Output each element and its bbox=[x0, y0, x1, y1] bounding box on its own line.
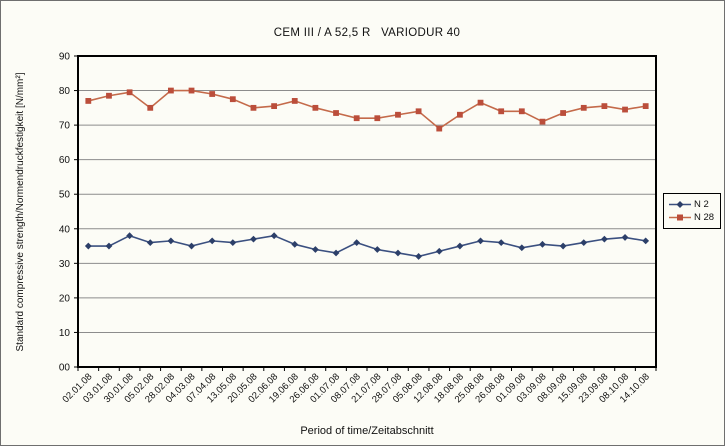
data-point-n28 bbox=[436, 125, 443, 132]
data-point-n2 bbox=[126, 232, 134, 240]
data-point-n2 bbox=[373, 246, 381, 253]
data-point-n2 bbox=[394, 249, 402, 257]
data-point-n2 bbox=[580, 239, 588, 246]
y-tick-label: 70 bbox=[59, 121, 71, 132]
data-point-n28 bbox=[106, 92, 112, 99]
y-tick-label: 60 bbox=[59, 155, 71, 166]
data-point-n28 bbox=[415, 108, 422, 115]
legend-label-n2: N 2 bbox=[694, 198, 709, 210]
data-point-n2 bbox=[559, 242, 567, 250]
data-point-n2 bbox=[208, 237, 216, 245]
y-tick-label: 00 bbox=[59, 363, 71, 374]
data-point-n28 bbox=[477, 99, 484, 106]
data-point-n28 bbox=[456, 111, 463, 118]
data-point-n28 bbox=[374, 115, 381, 122]
data-point-n2 bbox=[456, 242, 464, 250]
y-tick-label: 40 bbox=[59, 224, 71, 235]
data-point-n2 bbox=[518, 244, 526, 252]
data-point-n2 bbox=[146, 239, 154, 246]
data-point-n2 bbox=[167, 237, 175, 245]
data-point-n2 bbox=[642, 237, 650, 245]
data-point-n28 bbox=[147, 104, 154, 111]
data-point-n2 bbox=[311, 246, 319, 253]
legend-entry-n2: N 2 bbox=[668, 198, 718, 211]
plot-border bbox=[77, 55, 657, 368]
y-tick-label: 80 bbox=[59, 86, 71, 97]
data-point-n2 bbox=[270, 232, 278, 240]
data-point-n28 bbox=[126, 89, 133, 96]
data-point-n2 bbox=[539, 240, 546, 248]
y-tick-label: 20 bbox=[59, 293, 71, 304]
data-point-n28 bbox=[622, 106, 628, 113]
data-point-n28 bbox=[85, 98, 92, 104]
data-point-n28 bbox=[312, 104, 319, 111]
data-point-n28 bbox=[580, 104, 587, 111]
data-point-n28 bbox=[333, 110, 339, 116]
data-point-n2 bbox=[621, 234, 629, 241]
data-point-n28 bbox=[560, 110, 567, 116]
data-point-n28 bbox=[229, 96, 236, 103]
data-point-n2 bbox=[229, 239, 237, 246]
y-tick-label: 90 bbox=[59, 52, 71, 63]
data-point-n2 bbox=[84, 242, 92, 250]
y-tick-label: 10 bbox=[59, 328, 71, 339]
chart-title: CEM III / A 52,5 R VARIODUR 40 bbox=[273, 27, 461, 39]
data-point-n28 bbox=[518, 108, 525, 115]
data-point-n2 bbox=[415, 253, 423, 260]
data-point-n28 bbox=[353, 115, 360, 122]
data-point-n28 bbox=[271, 103, 278, 110]
data-point-n2 bbox=[435, 247, 443, 255]
data-point-n28 bbox=[642, 103, 649, 110]
data-point-n2 bbox=[291, 240, 299, 248]
legend-swatch-n28-icon bbox=[669, 214, 691, 221]
data-point-n28 bbox=[395, 111, 401, 118]
data-point-n28 bbox=[250, 104, 257, 111]
data-point-n2 bbox=[497, 239, 505, 246]
data-point-n2 bbox=[332, 249, 340, 257]
data-point-n2 bbox=[353, 239, 361, 246]
data-point-n2 bbox=[188, 242, 195, 250]
legend: N 2 N 28 bbox=[663, 193, 721, 229]
plot-background bbox=[78, 56, 656, 367]
legend-entry-n28: N 28 bbox=[668, 211, 718, 224]
data-point-n28 bbox=[291, 98, 298, 104]
data-point-n2 bbox=[600, 235, 608, 243]
y-tick-label: 30 bbox=[59, 259, 71, 270]
legend-label-n28: N 28 bbox=[694, 211, 715, 223]
series-line-n28 bbox=[88, 89, 646, 130]
series-line-n2 bbox=[88, 234, 646, 258]
data-point-n28 bbox=[601, 103, 608, 110]
data-point-n28 bbox=[209, 91, 216, 97]
data-point-n2 bbox=[105, 242, 113, 250]
data-point-n28 bbox=[539, 118, 546, 125]
data-point-n28 bbox=[498, 108, 505, 115]
data-point-n2 bbox=[477, 237, 484, 245]
data-point-n28 bbox=[188, 87, 195, 94]
legend-swatch-n2-icon bbox=[669, 201, 691, 208]
data-point-n2 bbox=[250, 235, 257, 243]
y-tick-label: 50 bbox=[59, 190, 71, 201]
data-point-n28 bbox=[167, 87, 174, 94]
x-axis-title: Period of time/Zeitabschnitt bbox=[300, 425, 434, 437]
